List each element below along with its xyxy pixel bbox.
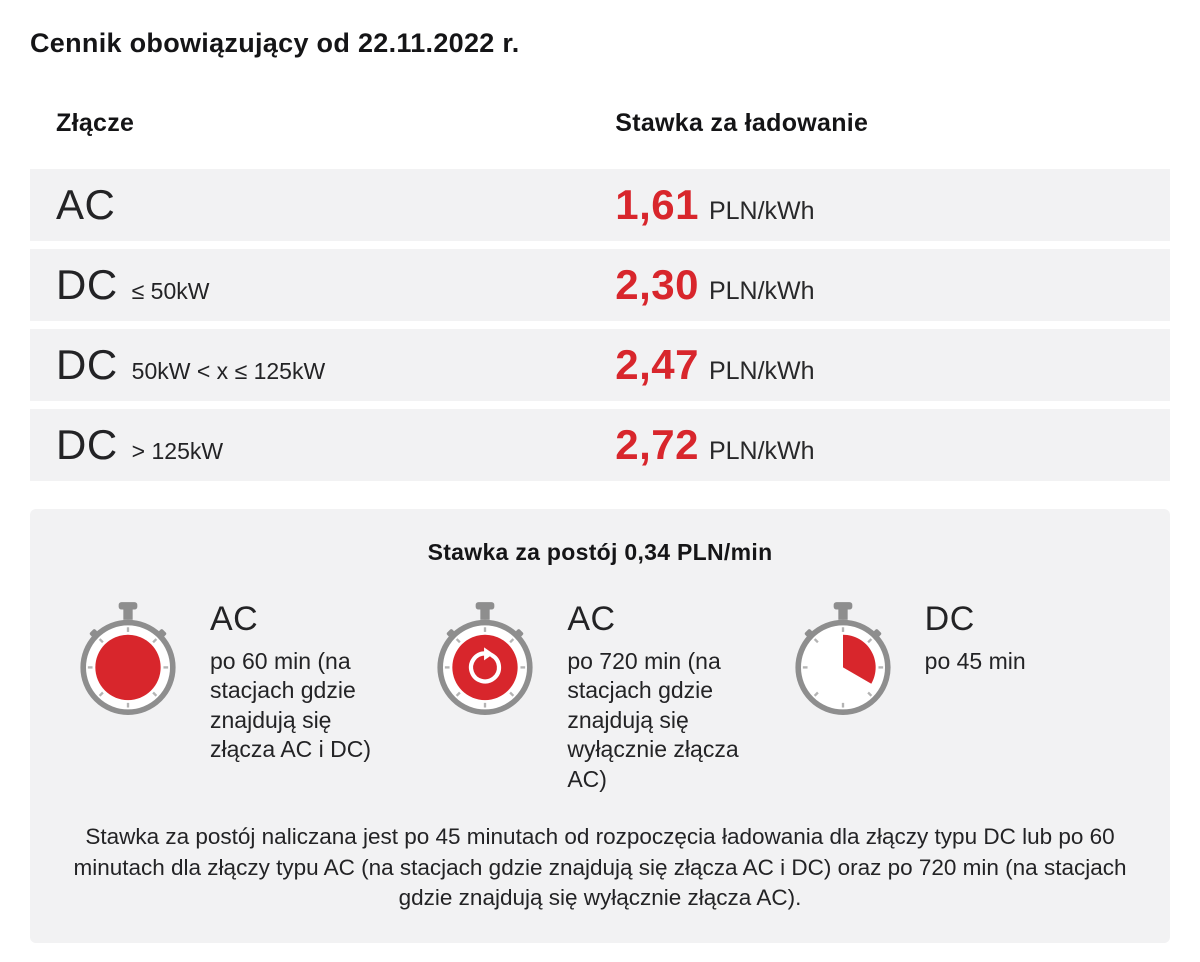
- parking-item: AC po 720 min (na stacjach gdzie znajduj…: [429, 598, 770, 794]
- connector-type: DC: [56, 421, 118, 468]
- connector-type: AC: [56, 181, 116, 228]
- stopwatch-refresh-icon: [437, 602, 533, 716]
- price-unit: PLN/kWh: [708, 197, 815, 225]
- price-unit: PLN/kWh: [708, 357, 815, 385]
- parking-fee-panel: Stawka za postój 0,34 PLN/min: [30, 509, 1170, 944]
- page-title: Cennik obowiązujący od 22.11.2022 r.: [30, 28, 520, 58]
- parking-item: DC po 45 min: [787, 598, 1128, 794]
- table-row: DC > 125kW 2,72 PLN/kWh: [30, 409, 1170, 481]
- connector-qualifier: > 125kW: [131, 438, 224, 464]
- parking-footnote: Stawka za postój naliczana jest po 45 mi…: [73, 824, 1127, 910]
- connector-type: DC: [56, 261, 118, 308]
- connector-cell: DC > 125kW: [56, 421, 615, 469]
- parking-connector-type: AC: [210, 600, 259, 638]
- parking-item-text: AC po 60 min (na stacjach gdzie znajdują…: [210, 598, 402, 765]
- price-cell: 1,61 PLN/kWh: [615, 181, 1144, 229]
- table-row: AC 1,61 PLN/kWh: [30, 169, 1170, 241]
- connector-cell: DC ≤ 50kW: [56, 261, 615, 309]
- column-header-rate: Stawka za ładowanie: [615, 108, 869, 137]
- table-header-row: Złącze Stawka za ładowanie: [30, 85, 1170, 161]
- connector-qualifier: 50kW < x ≤ 125kW: [131, 358, 326, 384]
- price-value: 2,30: [615, 261, 699, 308]
- connector-qualifier: ≤ 50kW: [131, 278, 210, 304]
- parking-item: AC po 60 min (na stacjach gdzie znajdują…: [72, 598, 413, 794]
- parking-condition: po 60 min (na stacjach gdzie znajdują si…: [210, 648, 372, 763]
- column-header-connector: Złącze: [56, 108, 135, 137]
- price-unit: PLN/kWh: [708, 437, 815, 465]
- parking-conditions: AC po 60 min (na stacjach gdzie znajdują…: [60, 598, 1140, 794]
- parking-condition: po 720 min (na stacjach gdzie znajdują s…: [567, 648, 739, 792]
- table-row: DC ≤ 50kW 2,30 PLN/kWh: [30, 249, 1170, 321]
- pricing-table: Złącze Stawka za ładowanie AC 1,61 PLN/k…: [30, 85, 1170, 481]
- price-value: 1,61: [615, 181, 699, 228]
- table-row: DC 50kW < x ≤ 125kW 2,47 PLN/kWh: [30, 329, 1170, 401]
- parking-connector-type: AC: [567, 600, 616, 638]
- parking-item-text: DC po 45 min: [925, 598, 1026, 676]
- parking-connector-type: DC: [924, 600, 975, 638]
- price-cell: 2,47 PLN/kWh: [615, 341, 1144, 389]
- connector-cell: DC 50kW < x ≤ 125kW: [56, 341, 615, 389]
- connector-cell: AC: [56, 181, 615, 229]
- parking-fee-title: Stawka za postój 0,34 PLN/min: [427, 539, 773, 565]
- price-value: 2,72: [615, 421, 699, 468]
- stopwatch-quarter-icon: [795, 602, 891, 716]
- stopwatch-full-icon: [80, 602, 176, 716]
- price-unit: PLN/kWh: [708, 277, 815, 305]
- price-cell: 2,72 PLN/kWh: [615, 421, 1144, 469]
- parking-condition: po 45 min: [924, 648, 1026, 674]
- parking-item-text: AC po 720 min (na stacjach gdzie znajduj…: [567, 598, 759, 794]
- connector-type: DC: [56, 341, 118, 388]
- price-value: 2,47: [615, 341, 699, 388]
- price-cell: 2,30 PLN/kWh: [615, 261, 1144, 309]
